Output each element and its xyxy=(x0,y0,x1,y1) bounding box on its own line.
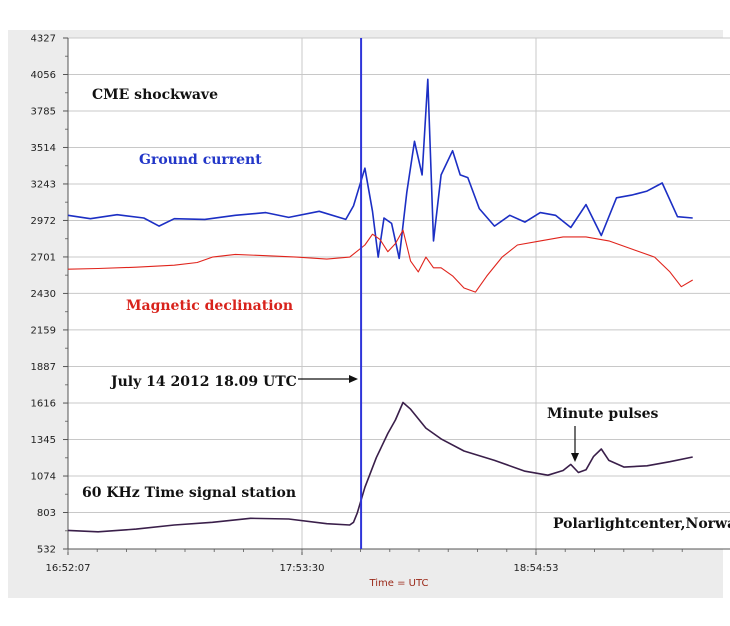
x-axis-title: Time = UTC xyxy=(368,578,428,589)
magnetic-declination-label: Magnetic declination xyxy=(126,298,293,314)
x-tick-label: 17:53:30 xyxy=(280,563,325,574)
annotations: CME shockwave Ground current Magnetic de… xyxy=(82,87,730,532)
y-tick-label: 2701 xyxy=(31,252,56,263)
y-tick-label: 4327 xyxy=(31,34,56,45)
y-tick-label: 2430 xyxy=(31,289,56,300)
y-tick-label: 803 xyxy=(37,508,56,519)
y-tick-label: 1887 xyxy=(31,362,56,373)
y-tick-label: 532 xyxy=(37,545,56,556)
y-tick-label: 1345 xyxy=(31,435,56,446)
y-tick-label: 2159 xyxy=(31,325,56,336)
y-tick-label: 3785 xyxy=(31,106,56,117)
minute-pulses-label: Minute pulses xyxy=(547,406,658,422)
x-tick-label: 16:52:07 xyxy=(46,563,91,574)
axes: 532 803 1074 1345 1616 1887 2159 2430 2701 2972 32… xyxy=(31,34,730,574)
time-signal-label: 60 KHz Time signal station xyxy=(82,485,296,501)
series-line-ground-current xyxy=(67,78,693,260)
y-tick-label: 2972 xyxy=(31,216,56,227)
ground-current-label: Ground current xyxy=(139,152,262,168)
series-line-time-signal xyxy=(67,401,693,533)
x-tick-label: 18:54:53 xyxy=(514,563,559,574)
y-tick-label: 4056 xyxy=(31,70,56,81)
y-tick-label: 1616 xyxy=(31,399,56,410)
y-tick-label: 1074 xyxy=(31,472,56,483)
series-line-magnetic-declination xyxy=(67,229,693,293)
event-label: July 14 2012 18.09 UTC xyxy=(109,374,297,390)
event-arrow-head xyxy=(349,375,358,383)
cme-shockwave-label: CME shockwave xyxy=(92,87,218,103)
minute-pulses-arrow-head xyxy=(571,453,579,462)
series-layer xyxy=(67,78,693,533)
credit-label: Polarlightcenter,Norway. xyxy=(553,516,730,532)
y-tick-label: 3514 xyxy=(31,143,56,154)
y-tick-label: 3243 xyxy=(31,179,56,190)
